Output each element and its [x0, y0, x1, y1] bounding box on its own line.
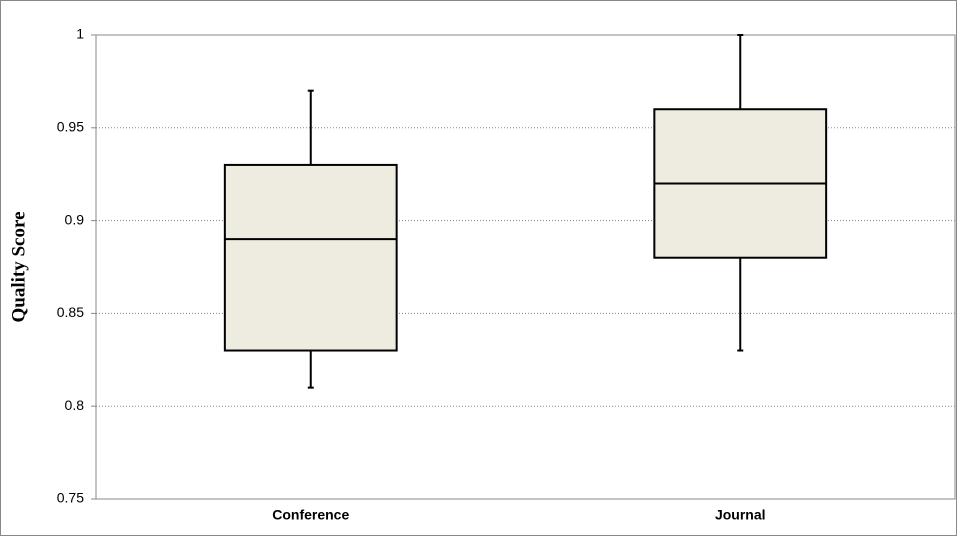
box — [223, 163, 398, 352]
y-tick-label: 0.75 — [57, 490, 84, 506]
y-tick-label: 0.95 — [57, 119, 84, 135]
x-tick-label: Conference — [272, 507, 349, 523]
plot-frame — [95, 34, 956, 500]
y-tick-label: 0.9 — [65, 211, 85, 227]
y-tick-label: 1 — [76, 26, 84, 42]
y-tick-label: 0.85 — [57, 304, 84, 320]
x-tick-label: Journal — [715, 507, 766, 523]
y-tick-label: 0.8 — [65, 397, 85, 413]
y-axis-label: Quality Score — [8, 211, 29, 322]
